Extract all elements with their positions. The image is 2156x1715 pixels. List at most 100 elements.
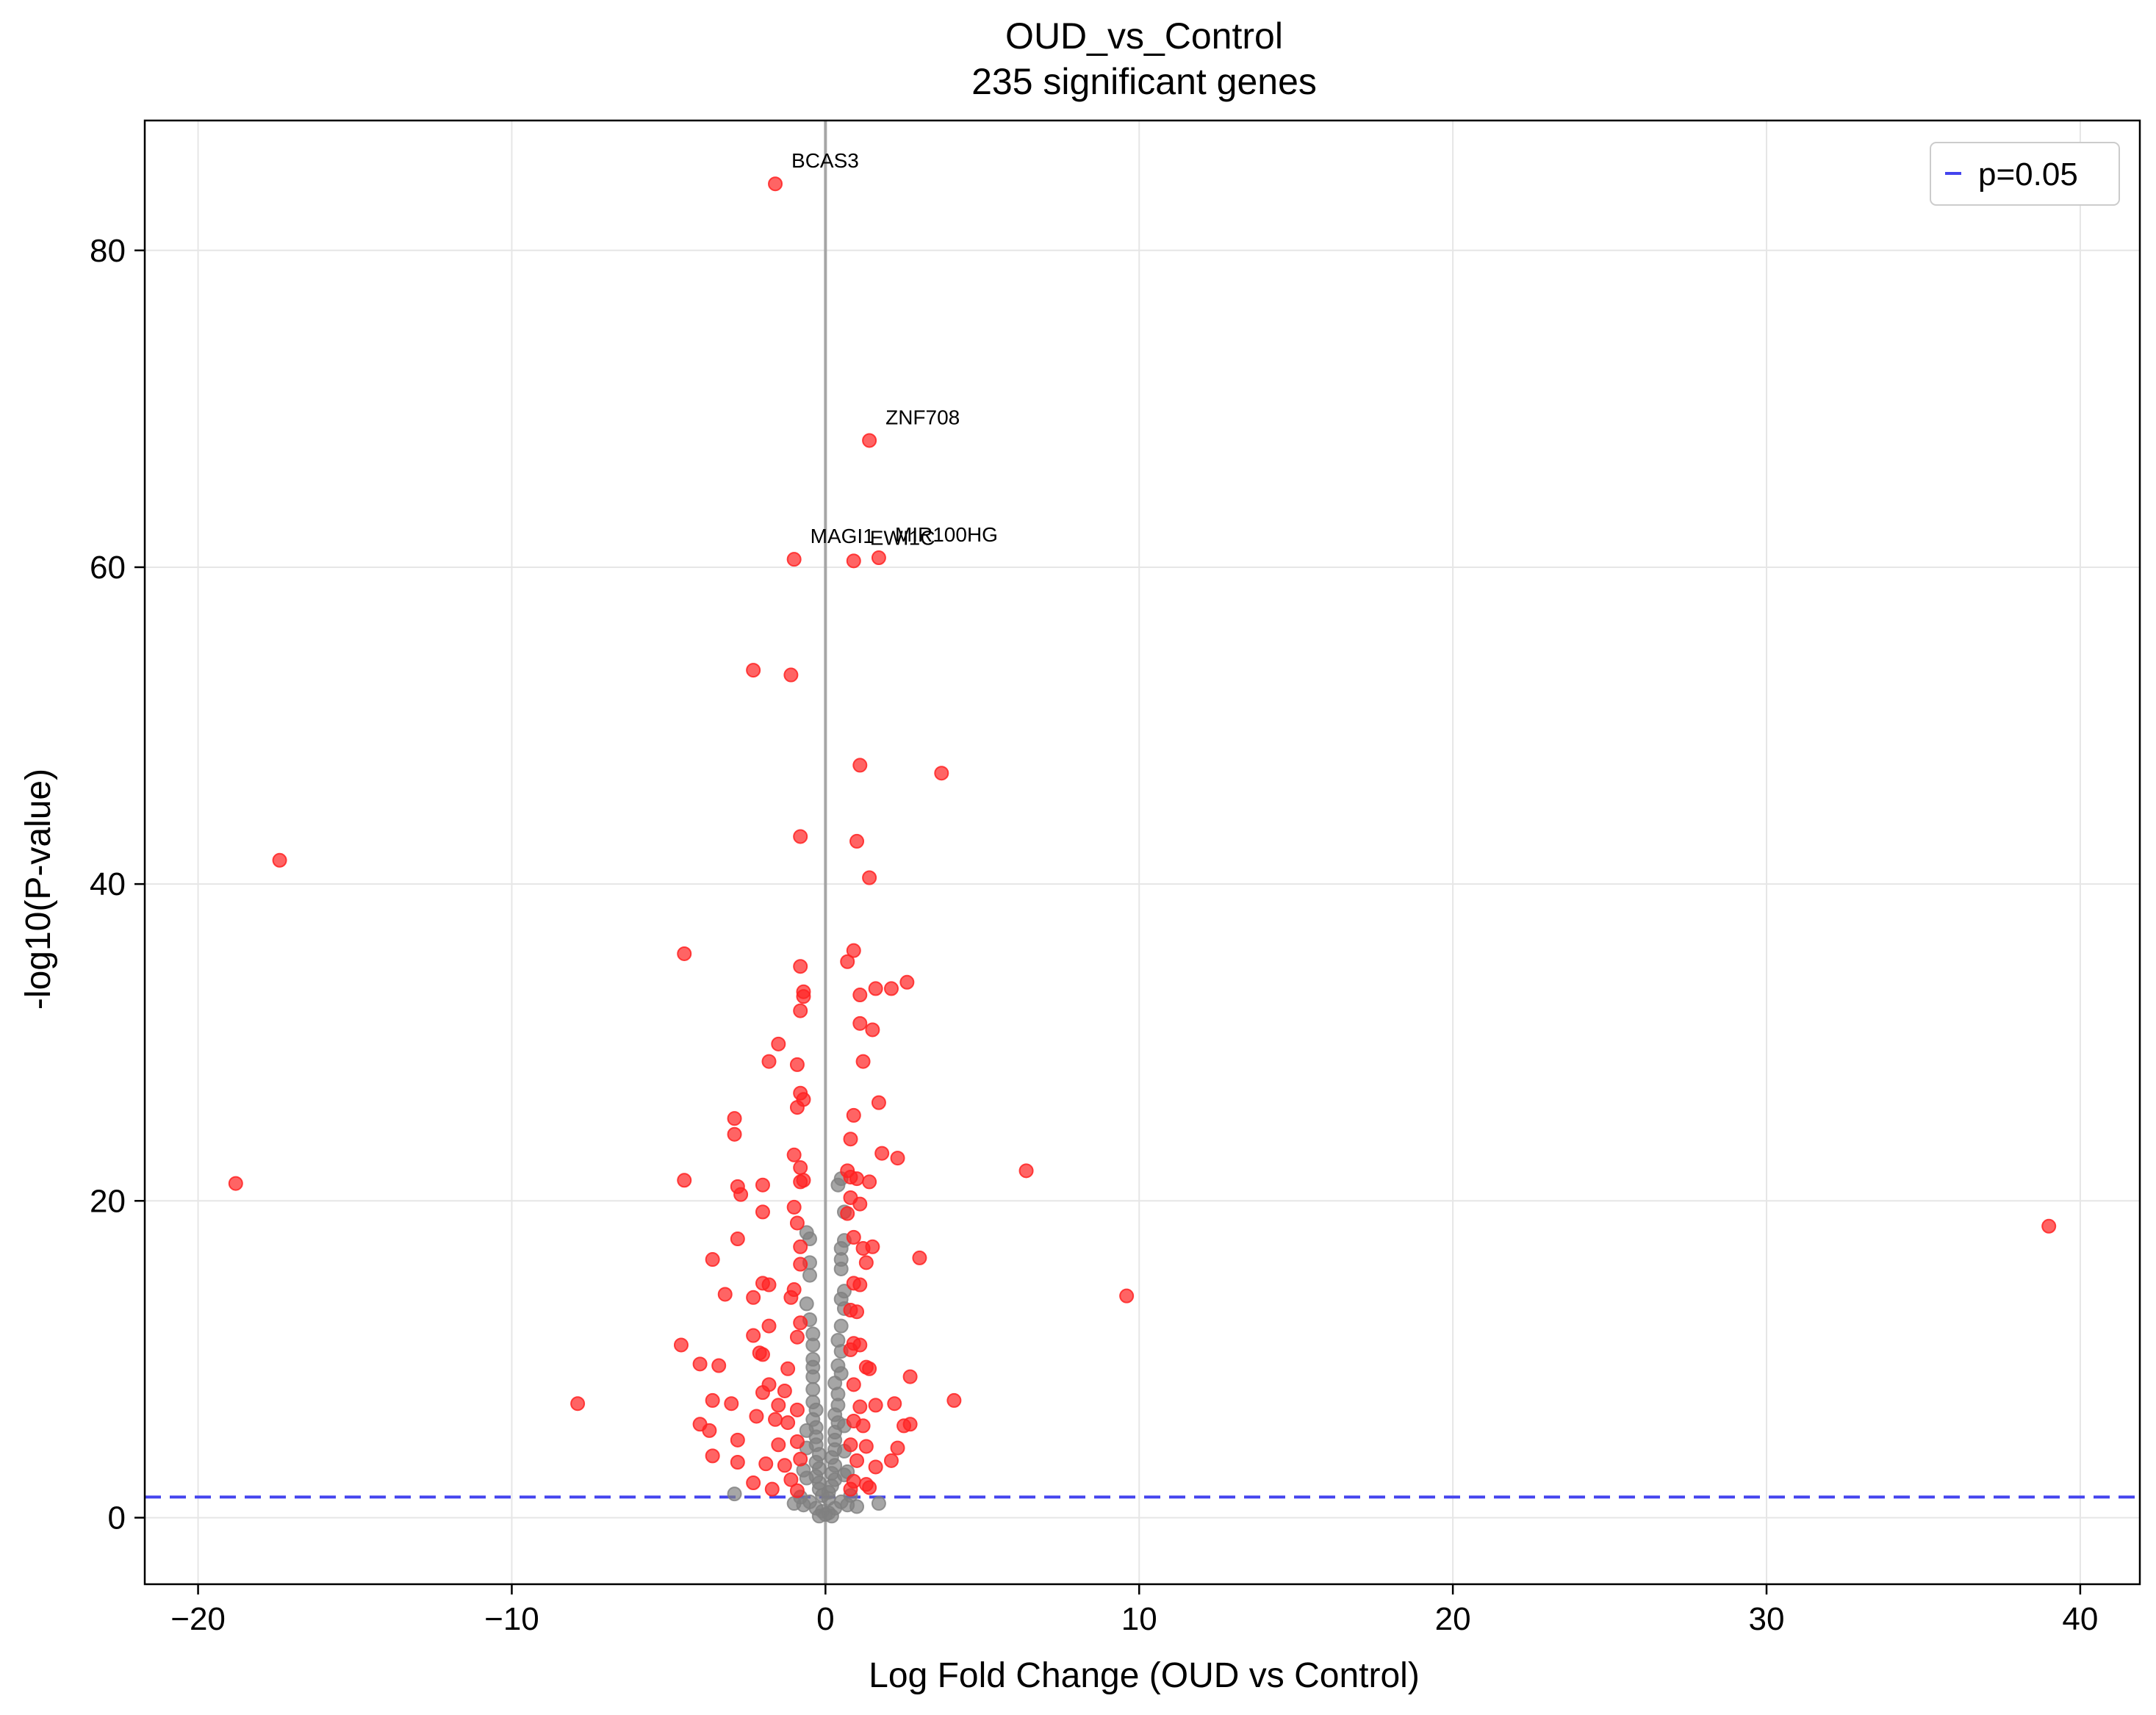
significant-point bbox=[1018, 1163, 1034, 1179]
significant-point bbox=[852, 1196, 868, 1212]
significant-point bbox=[272, 852, 287, 868]
significant-point bbox=[858, 1439, 874, 1454]
significant-point bbox=[758, 1456, 774, 1472]
significant-point bbox=[858, 1255, 874, 1270]
significant-point bbox=[871, 1095, 886, 1110]
significant-point bbox=[730, 1232, 745, 1247]
significant-point bbox=[746, 1290, 761, 1305]
nonsignificant-point bbox=[802, 1268, 817, 1283]
significant-point bbox=[789, 1483, 805, 1498]
nonsignificant-point bbox=[799, 1423, 814, 1438]
significant-point bbox=[868, 981, 883, 996]
significant-point bbox=[852, 758, 868, 773]
significant-point bbox=[789, 1100, 805, 1115]
significant-point bbox=[755, 1347, 770, 1362]
significant-point bbox=[912, 1250, 927, 1265]
gene-label: ZNF708 bbox=[885, 406, 960, 428]
y-tick-label: 60 bbox=[90, 550, 126, 586]
significant-point bbox=[868, 1459, 883, 1475]
significant-point bbox=[849, 1453, 865, 1468]
significant-point bbox=[883, 981, 899, 996]
significant-point bbox=[777, 1458, 792, 1473]
significant-point bbox=[677, 1173, 692, 1188]
significant-point bbox=[727, 1111, 742, 1126]
significant-point bbox=[862, 1361, 877, 1376]
significant-point bbox=[771, 1398, 786, 1413]
legend-box bbox=[1930, 142, 2120, 206]
significant-point bbox=[746, 663, 761, 678]
nonsignificant-point bbox=[824, 1509, 839, 1524]
significant-point bbox=[793, 1315, 808, 1331]
significant-point bbox=[843, 1481, 858, 1497]
significant-point bbox=[846, 943, 861, 958]
gene-label: BCAS3 bbox=[791, 149, 859, 172]
significant-point bbox=[855, 1240, 871, 1256]
significant-point bbox=[862, 433, 877, 448]
nonsignificant-point bbox=[811, 1509, 827, 1524]
significant-point bbox=[793, 1160, 808, 1176]
y-tick-label: 80 bbox=[90, 233, 126, 269]
nonsignificant-point bbox=[802, 1232, 817, 1247]
y-axis-label: -log10(P-value) bbox=[19, 769, 58, 1010]
significant-point bbox=[1119, 1288, 1135, 1304]
significant-point bbox=[883, 1453, 899, 1468]
x-axis-label: Log Fold Change (OUD vs Control) bbox=[869, 1656, 1420, 1695]
significant-point bbox=[764, 1481, 780, 1497]
significant-point bbox=[862, 870, 877, 885]
significant-point bbox=[705, 1392, 720, 1408]
significant-point bbox=[902, 1417, 918, 1432]
significant-point bbox=[692, 1356, 708, 1372]
significant-point bbox=[761, 1277, 777, 1292]
significant-point bbox=[724, 1396, 739, 1412]
nonsignificant-point bbox=[805, 1337, 821, 1353]
significant-point bbox=[730, 1432, 745, 1448]
nonsignificant-point bbox=[805, 1381, 821, 1397]
significant-point bbox=[789, 1057, 805, 1072]
significant-point bbox=[793, 1256, 808, 1272]
significant-point bbox=[793, 1451, 808, 1467]
significant-point bbox=[871, 550, 886, 566]
significant-point bbox=[855, 1418, 871, 1434]
significant-point bbox=[755, 1177, 770, 1193]
significant-point bbox=[852, 1277, 868, 1292]
significant-point bbox=[786, 1147, 802, 1162]
significant-point bbox=[852, 988, 868, 1003]
significant-point bbox=[705, 1252, 720, 1268]
significant-point bbox=[702, 1423, 717, 1438]
nonsignificant-point bbox=[871, 1496, 886, 1511]
x-tick-label: −20 bbox=[170, 1601, 226, 1637]
significant-point bbox=[874, 1146, 890, 1161]
significant-point bbox=[783, 1472, 799, 1487]
significant-point bbox=[793, 1003, 808, 1018]
x-tick-label: 40 bbox=[2062, 1601, 2098, 1637]
significant-point bbox=[793, 959, 808, 974]
nonsignificant-point bbox=[849, 1499, 865, 1514]
significant-point bbox=[789, 1434, 805, 1449]
y-tick-label: 40 bbox=[90, 866, 126, 902]
significant-point bbox=[852, 1399, 868, 1414]
significant-point bbox=[849, 1304, 865, 1320]
x-tick-label: 0 bbox=[816, 1601, 834, 1637]
significant-point bbox=[771, 1437, 786, 1453]
significant-point bbox=[855, 1054, 871, 1069]
y-tick-label: 0 bbox=[108, 1500, 126, 1536]
nonsignificant-point bbox=[799, 1296, 814, 1312]
significant-point bbox=[677, 946, 692, 961]
nonsignificant-point bbox=[830, 1177, 846, 1193]
significant-point bbox=[789, 1215, 805, 1231]
legend: p=0.05 bbox=[1930, 142, 2120, 206]
reference-lines bbox=[145, 121, 2140, 1584]
significant-point bbox=[673, 1337, 689, 1353]
significant-point bbox=[849, 833, 865, 849]
legend-label: p=0.05 bbox=[1978, 157, 2078, 193]
significant-point bbox=[843, 1437, 858, 1453]
significant-points bbox=[228, 176, 2057, 1498]
significant-point bbox=[783, 1290, 799, 1305]
significant-point bbox=[761, 1054, 777, 1069]
significant-point bbox=[789, 1329, 805, 1345]
significant-point bbox=[899, 974, 915, 990]
significant-point bbox=[793, 829, 808, 844]
